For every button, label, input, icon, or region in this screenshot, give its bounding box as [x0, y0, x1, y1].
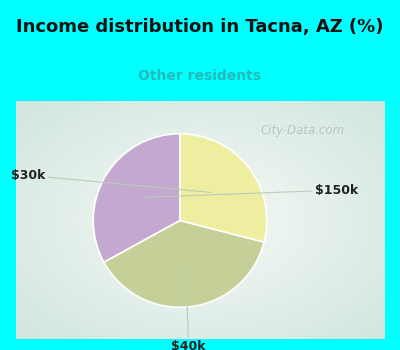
Wedge shape	[93, 134, 180, 262]
Wedge shape	[104, 220, 264, 307]
Text: Other residents: Other residents	[138, 69, 262, 83]
Text: $40k: $40k	[172, 270, 206, 350]
Text: City-Data.com: City-Data.com	[261, 124, 345, 136]
Text: $30k: $30k	[11, 169, 212, 192]
Text: $150k: $150k	[145, 184, 358, 197]
Wedge shape	[180, 134, 267, 242]
Text: Income distribution in Tacna, AZ (%): Income distribution in Tacna, AZ (%)	[16, 19, 384, 36]
